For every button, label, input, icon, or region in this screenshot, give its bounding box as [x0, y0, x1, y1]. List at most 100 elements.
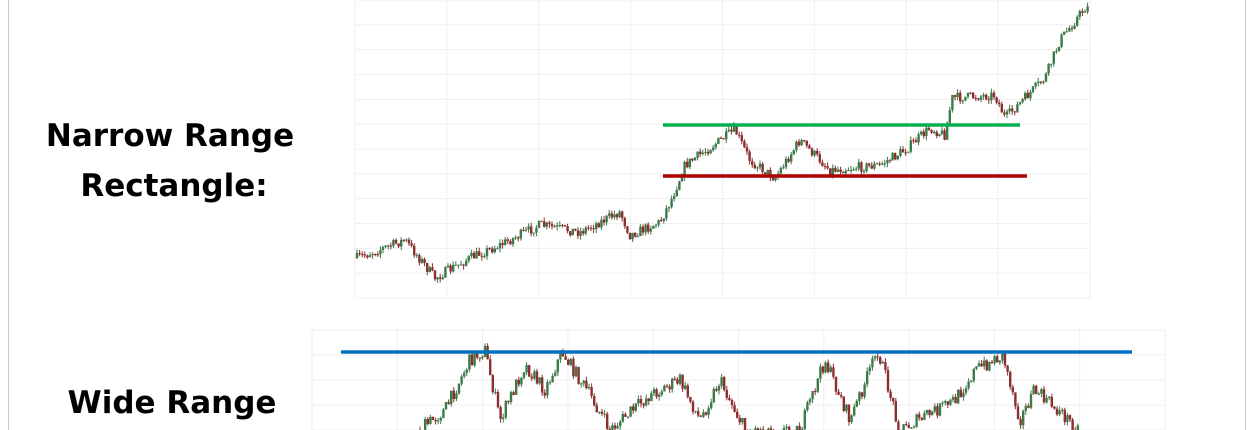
candle-body — [902, 424, 905, 430]
candle-body — [881, 362, 884, 364]
candle-body — [853, 406, 856, 416]
candle-body — [665, 208, 668, 219]
candle-body — [459, 264, 463, 266]
candle-body — [465, 369, 468, 373]
candle-body — [920, 417, 923, 420]
candle-body — [662, 218, 665, 221]
candle-body — [694, 411, 697, 413]
candle-body — [738, 417, 741, 423]
candle-body — [647, 398, 650, 402]
candle-body — [957, 389, 960, 404]
candle-body — [863, 384, 866, 397]
candle-body — [782, 167, 785, 169]
candle-body — [524, 229, 528, 231]
candle-body — [938, 403, 942, 416]
candle-body — [637, 398, 640, 404]
candle-body — [579, 231, 582, 236]
candle-body — [655, 389, 658, 397]
candle-body — [1035, 385, 1038, 395]
candle-body — [1008, 108, 1011, 112]
candle-body — [704, 151, 707, 153]
candle-body — [470, 252, 473, 256]
candle-body — [525, 365, 528, 373]
candle-body — [800, 140, 803, 146]
candle-body — [969, 92, 972, 94]
candle-body — [896, 155, 899, 160]
candle-body — [1003, 112, 1006, 115]
candle-body — [998, 102, 1001, 105]
candle-body — [922, 131, 925, 137]
candle-body — [577, 366, 580, 384]
candle-body — [764, 172, 767, 175]
candle-body — [587, 227, 590, 229]
candle-body — [363, 254, 366, 256]
candle-body — [676, 379, 679, 384]
candle-body — [801, 428, 804, 430]
candle-body — [511, 237, 515, 245]
candle-body — [865, 163, 868, 171]
candle-body — [1005, 111, 1009, 115]
candle-body — [985, 94, 988, 100]
candle-body — [1058, 410, 1061, 415]
candle-body — [925, 127, 928, 137]
candle-body — [847, 170, 850, 172]
candle-body — [355, 253, 359, 258]
candle-body — [897, 421, 900, 430]
candle-body — [1032, 385, 1035, 395]
candle-body — [470, 354, 474, 366]
candle-body — [914, 140, 918, 143]
candle-body — [928, 409, 931, 416]
candle-body — [473, 352, 476, 366]
candle-body — [701, 152, 704, 155]
candle-body — [949, 399, 952, 405]
candle-body — [384, 245, 387, 247]
candle-body — [366, 255, 369, 258]
candle-body — [504, 239, 507, 246]
candle-body — [673, 196, 676, 199]
candle-body — [886, 370, 890, 392]
candle-body — [433, 270, 437, 280]
candle-body — [944, 401, 947, 403]
candle-body — [545, 222, 548, 227]
candle-body — [858, 392, 861, 401]
candle-body — [717, 137, 720, 144]
candle-body — [758, 163, 762, 168]
candle-body — [436, 277, 439, 280]
candle-body — [860, 392, 864, 397]
candle-body — [868, 163, 871, 166]
candle-body — [426, 263, 429, 272]
section-label: Narrow Range — [46, 118, 294, 154]
candle-body — [645, 398, 648, 406]
candle-body — [389, 245, 392, 247]
candle-body — [962, 392, 965, 397]
candle-body — [912, 140, 915, 142]
candle-body — [1037, 393, 1040, 395]
candle-body — [457, 264, 460, 266]
candle-body — [509, 241, 512, 245]
candle-body — [472, 252, 476, 259]
candle-body — [1083, 11, 1087, 13]
candle-body — [1021, 99, 1024, 103]
candle-body — [736, 411, 739, 418]
candle-body — [782, 427, 786, 430]
candle-body — [954, 396, 957, 404]
candle-body — [671, 378, 674, 390]
candle-body — [1031, 86, 1035, 93]
candle-body — [1039, 81, 1042, 83]
candle-body — [381, 246, 385, 250]
candle-body — [491, 375, 494, 393]
candle-body — [441, 277, 444, 279]
candle-body — [418, 255, 421, 263]
candle-body — [405, 239, 408, 241]
candle-body — [985, 360, 988, 371]
candle-body — [639, 226, 642, 237]
candle-body — [832, 367, 835, 377]
candle-body — [535, 227, 538, 233]
candle-body — [684, 385, 687, 389]
candle-body — [849, 169, 853, 171]
candle-body — [819, 366, 822, 379]
candle-body — [1073, 25, 1076, 29]
candle-body — [892, 397, 895, 402]
candle-body — [463, 372, 466, 377]
candle-body — [756, 428, 760, 430]
